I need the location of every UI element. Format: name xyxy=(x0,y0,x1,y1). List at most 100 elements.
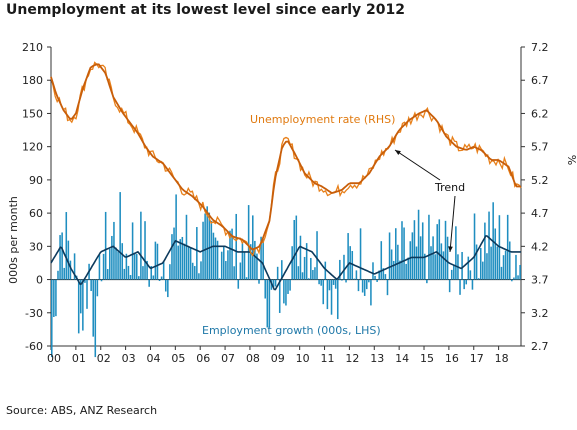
employment-bar xyxy=(281,260,283,280)
employment-bar xyxy=(357,279,360,292)
right-tick-label: 7.2 xyxy=(531,41,549,54)
employment-bar xyxy=(274,279,277,287)
employment-bar xyxy=(506,214,509,280)
employment-bar xyxy=(229,230,231,280)
employment-bar xyxy=(365,279,368,290)
employment-bar xyxy=(316,231,318,280)
employment-bar xyxy=(415,246,418,280)
x-tick-label: 02 xyxy=(97,352,111,365)
left-tick-label: 210 xyxy=(22,41,43,54)
employment-bar xyxy=(428,214,430,280)
x-tick-label: 14 xyxy=(395,352,409,365)
employment-bar xyxy=(109,248,111,280)
employment-growth-annotation: Employment growth (000s, LHS) xyxy=(202,324,381,337)
employment-bar xyxy=(276,266,279,280)
employment-bar xyxy=(264,279,266,299)
employment-bar xyxy=(227,250,229,280)
employment-bar xyxy=(96,279,99,297)
x-tick-label: 06 xyxy=(196,352,210,365)
employment-bar xyxy=(171,234,173,280)
employment-bar xyxy=(86,279,88,309)
employment-bar xyxy=(409,241,412,280)
employment-bar xyxy=(399,260,401,280)
left-tick-label: 120 xyxy=(22,141,43,154)
employment-bar xyxy=(471,279,474,290)
employment-bar xyxy=(167,279,169,298)
employment-bar xyxy=(237,279,240,289)
employment-bar xyxy=(341,279,343,281)
employment-bar xyxy=(382,268,385,280)
employment-bar xyxy=(405,263,407,280)
employment-bar xyxy=(208,212,211,280)
employment-bar xyxy=(123,268,126,280)
employment-bar xyxy=(252,215,254,280)
employment-bar xyxy=(235,213,237,280)
employment-bar xyxy=(376,279,378,282)
employment-bar xyxy=(482,261,484,280)
employment-bar xyxy=(117,251,119,280)
employment-bar xyxy=(247,205,250,280)
employment-bar xyxy=(467,256,470,280)
employment-bar xyxy=(448,279,451,293)
employment-bar xyxy=(401,221,403,280)
employment-bar xyxy=(262,239,264,280)
employment-bar xyxy=(154,241,157,280)
employment-bar xyxy=(106,269,109,280)
employment-bar xyxy=(61,232,63,280)
employment-bar xyxy=(173,227,175,280)
employment-bar xyxy=(359,228,362,280)
employment-bar xyxy=(57,270,59,280)
employment-bar xyxy=(519,265,521,280)
employment-bar xyxy=(150,266,153,280)
employment-bar xyxy=(301,272,304,280)
left-tick-label: -60 xyxy=(25,340,43,353)
employment-bar xyxy=(330,279,333,315)
employment-bar xyxy=(426,279,428,284)
axes-layer xyxy=(47,46,525,350)
employment-bar xyxy=(295,215,298,280)
employment-bar xyxy=(446,236,449,280)
employment-bar xyxy=(305,243,308,280)
employment-bar xyxy=(351,251,354,280)
right-tick-label: 5.7 xyxy=(531,141,549,154)
employment-bar xyxy=(479,248,482,280)
employment-bar xyxy=(214,237,217,280)
x-tick-label: 04 xyxy=(146,352,160,365)
employment-bar xyxy=(283,279,285,304)
x-tick-label: 18 xyxy=(495,352,509,365)
employment-bar xyxy=(502,255,505,280)
employment-bar xyxy=(484,222,486,280)
employment-bar xyxy=(169,264,171,280)
employment-bar xyxy=(455,226,457,280)
employment-bar xyxy=(266,279,269,328)
employment-bar xyxy=(243,252,246,280)
employment-bar xyxy=(355,270,358,280)
employment-bar xyxy=(65,212,68,280)
employment-bar xyxy=(411,232,414,280)
employment-bar xyxy=(297,266,300,280)
employment-bar xyxy=(465,279,468,285)
right-tick-label: 4.2 xyxy=(531,240,549,253)
employment-bar xyxy=(438,219,441,280)
right-tick-label: 5.2 xyxy=(531,174,549,187)
chart-canvas: 2101801501209060300-30-607.26.76.25.75.2… xyxy=(7,41,577,365)
trend-arrow-unemployment-head xyxy=(395,150,401,156)
employment-bar xyxy=(140,211,142,280)
employment-bar xyxy=(285,279,287,306)
employment-bar xyxy=(332,279,335,285)
source-note: Source: ABS, ANZ Research xyxy=(6,404,158,417)
employment-bar xyxy=(386,279,389,296)
employment-bar xyxy=(156,243,159,280)
employment-bar xyxy=(104,211,107,280)
employment-bar xyxy=(92,279,94,337)
employment-bar xyxy=(177,245,179,280)
employment-bar xyxy=(421,222,424,280)
left-tick-label: 30 xyxy=(29,240,43,253)
employment-bar xyxy=(218,278,221,280)
x-tick-label: 15 xyxy=(420,352,434,365)
employment-bar xyxy=(444,220,447,280)
employment-bar xyxy=(403,227,405,280)
x-tick-label: 08 xyxy=(246,352,260,365)
employment-bar xyxy=(440,243,443,280)
employment-bar xyxy=(272,279,275,288)
